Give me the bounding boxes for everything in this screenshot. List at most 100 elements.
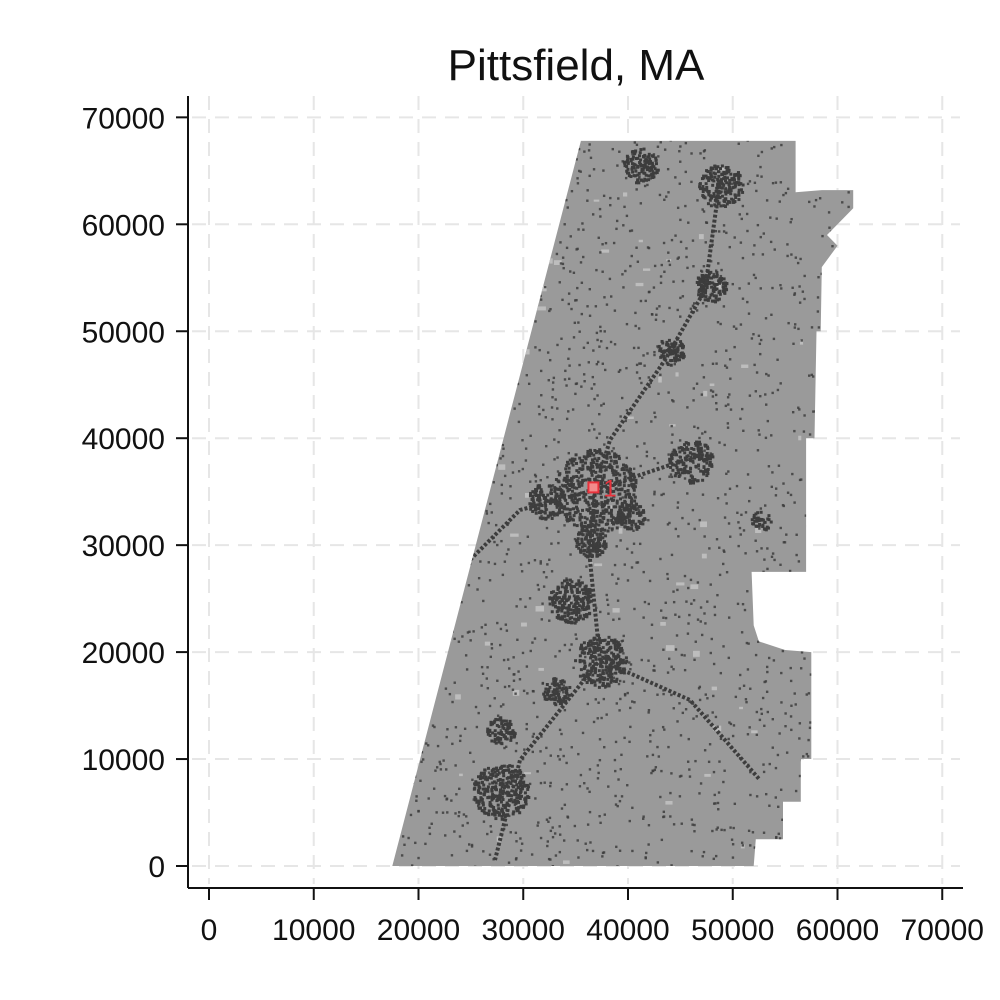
developed-pixel: [651, 176, 655, 180]
developed-pixel: [662, 241, 666, 245]
developed-pixel: [557, 530, 560, 533]
developed-pixel: [601, 669, 605, 673]
developed-pixel: [640, 658, 643, 662]
developed-pixel: [754, 512, 758, 516]
developed-pixel: [489, 239, 493, 242]
developed-pixel: [723, 550, 726, 553]
developed-pixel: [496, 335, 500, 339]
developed-pixel: [660, 769, 663, 773]
developed-pixel: [484, 811, 488, 815]
developed-pixel: [682, 468, 686, 472]
developed-pixel: [672, 400, 675, 403]
developed-pixel: [399, 275, 403, 279]
developed-pixel: [499, 226, 503, 230]
developed-pixel: [545, 818, 549, 821]
developed-pixel: [579, 645, 583, 649]
developed-pixel: [406, 140, 410, 142]
developed-pixel: [628, 503, 632, 507]
developed-pixel: [507, 791, 511, 795]
developed-pixel: [656, 861, 660, 864]
developed-pixel: [598, 207, 602, 211]
developed-pixel: [503, 685, 507, 689]
developed-pixel: [716, 177, 720, 181]
developed-pixel: [510, 773, 514, 777]
developed-pixel: [628, 510, 632, 514]
developed-pixel: [417, 433, 420, 437]
developed-pixel: [704, 241, 707, 244]
developed-pixel: [752, 516, 756, 520]
developed-pixel: [670, 349, 674, 353]
developed-pixel: [750, 337, 754, 340]
developed-pixel: [464, 257, 467, 261]
developed-pixel: [759, 394, 762, 398]
developed-pixel: [697, 467, 701, 470]
developed-pixel: [499, 800, 503, 804]
developed-pixel: [708, 171, 712, 175]
developed-pixel: [634, 311, 637, 315]
developed-pixel: [580, 474, 584, 478]
developed-pixel: [502, 764, 506, 768]
developed-pixel: [805, 187, 809, 190]
developed-pixel: [708, 176, 712, 180]
developed-pixel: [567, 179, 570, 182]
developed-pixel: [570, 498, 574, 502]
developed-pixel: [551, 590, 555, 594]
developed-pixel: [733, 181, 737, 185]
developed-pixel: [662, 492, 665, 496]
developed-pixel: [586, 604, 589, 607]
developed-pixel: [714, 393, 718, 397]
developed-pixel: [532, 701, 536, 705]
developed-pixel: [531, 505, 535, 509]
developed-pixel: [776, 619, 780, 622]
developed-pixel: [790, 704, 793, 707]
developed-pixel: [577, 546, 581, 550]
developed-pixel: [831, 395, 835, 399]
developed-pixel: [480, 780, 484, 784]
developed-pixel: [553, 438, 556, 441]
developed-pixel: [503, 806, 507, 810]
developed-pixel: [480, 166, 484, 170]
city-marker: [587, 481, 600, 494]
developed-pixel: [668, 263, 672, 267]
developed-pixel: [580, 581, 584, 585]
developed-pixel: [766, 547, 769, 550]
developed-pixel: [851, 469, 854, 472]
developed-pixel: [618, 799, 622, 803]
developed-pixel: [544, 504, 548, 508]
developed-pixel: [501, 262, 505, 265]
developed-pixel: [451, 700, 454, 704]
developed-pixel: [570, 482, 574, 486]
developed-pixel: [566, 619, 570, 623]
developed-pixel: [495, 766, 499, 770]
developed-pixel: [523, 774, 526, 778]
developed-pixel: [700, 455, 704, 459]
developed-pixel: [718, 546, 721, 549]
developed-pixel: [577, 752, 580, 756]
developed-pixel: [594, 550, 598, 554]
developed-pixel: [720, 186, 724, 190]
developed-pixel: [488, 801, 492, 805]
developed-pixel: [578, 590, 582, 594]
developed-pixel: [573, 457, 577, 461]
developed-pixel: [633, 499, 637, 503]
developed-pixel: [398, 551, 402, 555]
developed-pixel: [715, 828, 718, 831]
developed-pixel: [578, 456, 582, 460]
developed-pixel: [617, 484, 620, 487]
developed-pixel: [629, 668, 632, 671]
developed-pixel: [760, 707, 763, 711]
developed-pixel: [617, 511, 621, 514]
developed-pixel: [636, 445, 639, 448]
developed-pixel: [725, 231, 728, 235]
developed-pixel: [610, 527, 614, 531]
developed-pixel: [852, 534, 854, 537]
developed-pixel: [782, 482, 785, 485]
developed-pixel: [623, 500, 627, 504]
developed-pixel: [671, 453, 675, 457]
developed-pixel: [553, 215, 557, 218]
developed-pixel: [553, 594, 557, 598]
developed-pixel: [403, 421, 406, 425]
developed-pixel: [491, 785, 495, 789]
developed-pixel: [454, 812, 457, 815]
developed-pixel: [673, 348, 677, 352]
